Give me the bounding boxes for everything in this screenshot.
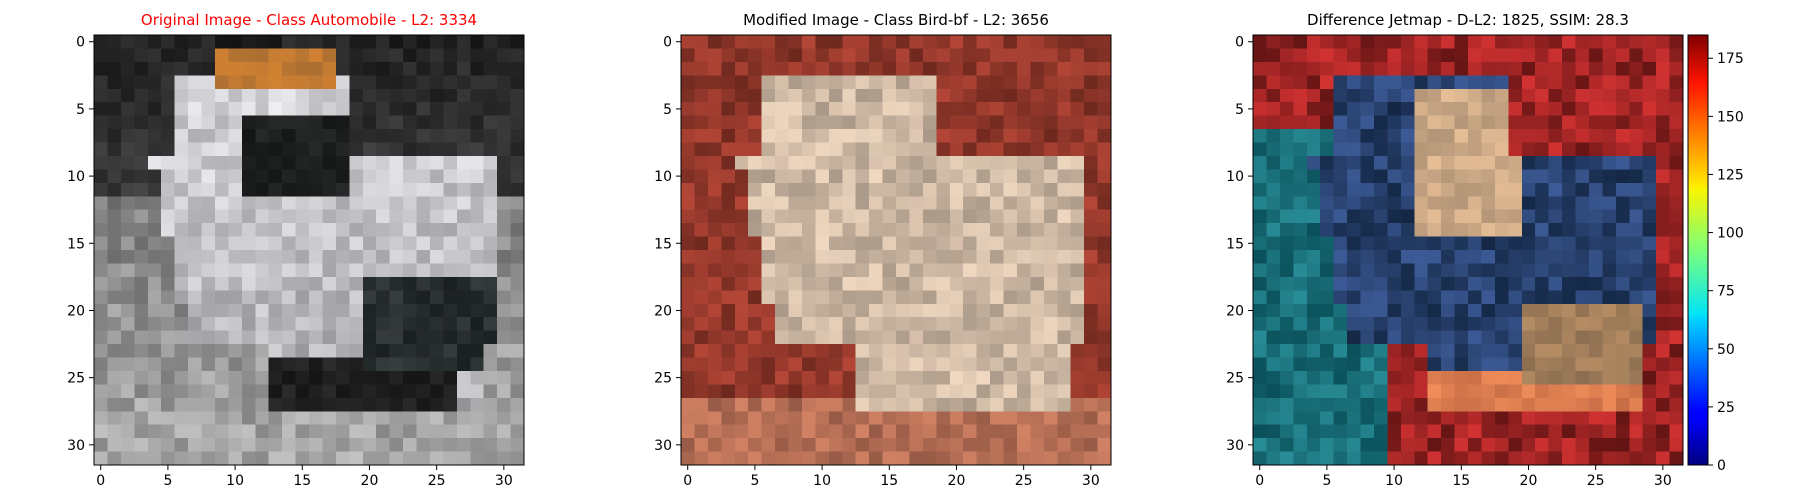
x-tick-label: 5 xyxy=(750,473,759,489)
colorbar-tick-label: 25 xyxy=(1717,400,1735,416)
panel-2: Modified Image - Class Bird-bf - L2: 365… xyxy=(654,11,1112,489)
y-tick-label: 20 xyxy=(654,303,672,319)
y-tick-label: 25 xyxy=(1226,371,1244,387)
y-tick-label: 25 xyxy=(67,371,85,387)
x-tick-label: 30 xyxy=(1654,473,1672,489)
colorbar-tick-label: 175 xyxy=(1717,51,1744,67)
panel-title: Difference Jetmap - D-L2: 1825, SSIM: 28… xyxy=(1307,11,1629,29)
y-tick-label: 5 xyxy=(1235,102,1244,118)
x-tick-label: 20 xyxy=(948,473,966,489)
y-tick-label: 10 xyxy=(1226,169,1244,185)
colorbar-tick-label: 100 xyxy=(1717,226,1744,242)
image-pixels xyxy=(1253,35,1684,466)
axes-frame xyxy=(1252,34,1684,466)
colorbar-tick-label: 50 xyxy=(1717,342,1735,358)
colorbar-tick-label: 75 xyxy=(1717,284,1735,300)
y-tick-label: 30 xyxy=(1226,438,1244,454)
x-tick-label: 15 xyxy=(293,473,311,489)
y-tick-label: 0 xyxy=(76,35,85,51)
x-tick-label: 0 xyxy=(1255,473,1264,489)
colorbar-tick-label: 150 xyxy=(1717,109,1744,125)
x-tick-label: 20 xyxy=(1520,473,1538,489)
colorbar-gradient xyxy=(1687,34,1709,466)
colorbar: 0 25 50 75 100 125 150 175 xyxy=(1687,34,1744,474)
image-pixels xyxy=(94,35,525,466)
y-tick-label: 15 xyxy=(1226,236,1244,252)
y-tick-label: 15 xyxy=(654,236,672,252)
y-tick-label: 20 xyxy=(1226,303,1244,319)
panel-title: Modified Image - Class Bird-bf - L2: 365… xyxy=(743,11,1049,29)
y-tick-label: 10 xyxy=(654,169,672,185)
x-tick-label: 25 xyxy=(428,473,446,489)
y-tick-label: 0 xyxy=(663,35,672,51)
x-tick-label: 5 xyxy=(163,473,172,489)
x-tick-label: 20 xyxy=(361,473,379,489)
axes-frame xyxy=(93,34,525,466)
panel-title: Original Image - Class Automobile - L2: … xyxy=(141,11,477,29)
x-tick-label: 0 xyxy=(683,473,692,489)
y-tick-label: 5 xyxy=(663,102,672,118)
x-tick-label: 25 xyxy=(1015,473,1033,489)
x-tick-label: 5 xyxy=(1322,473,1331,489)
y-tick-label: 30 xyxy=(654,438,672,454)
colorbar-tick-label: 125 xyxy=(1717,167,1744,183)
y-tick-label: 0 xyxy=(1235,35,1244,51)
panel-3: Difference Jetmap - D-L2: 1825, SSIM: 28… xyxy=(1226,11,1684,489)
colorbar-tick-label: 0 xyxy=(1717,458,1726,474)
y-tick-label: 20 xyxy=(67,303,85,319)
x-tick-label: 0 xyxy=(96,473,105,489)
y-tick-label: 5 xyxy=(76,102,85,118)
x-tick-label: 10 xyxy=(226,473,244,489)
x-tick-label: 15 xyxy=(1452,473,1470,489)
axes-frame xyxy=(680,34,1112,466)
y-tick-label: 25 xyxy=(654,371,672,387)
y-tick-label: 10 xyxy=(67,169,85,185)
y-tick-label: 30 xyxy=(67,438,85,454)
panel-1: Original Image - Class Automobile - L2: … xyxy=(67,11,525,489)
x-tick-label: 30 xyxy=(1082,473,1100,489)
image-pixels xyxy=(681,35,1112,466)
y-tick-label: 15 xyxy=(67,236,85,252)
x-tick-label: 15 xyxy=(880,473,898,489)
x-tick-label: 25 xyxy=(1587,473,1605,489)
x-tick-label: 10 xyxy=(813,473,831,489)
x-tick-label: 30 xyxy=(495,473,513,489)
x-tick-label: 10 xyxy=(1385,473,1403,489)
